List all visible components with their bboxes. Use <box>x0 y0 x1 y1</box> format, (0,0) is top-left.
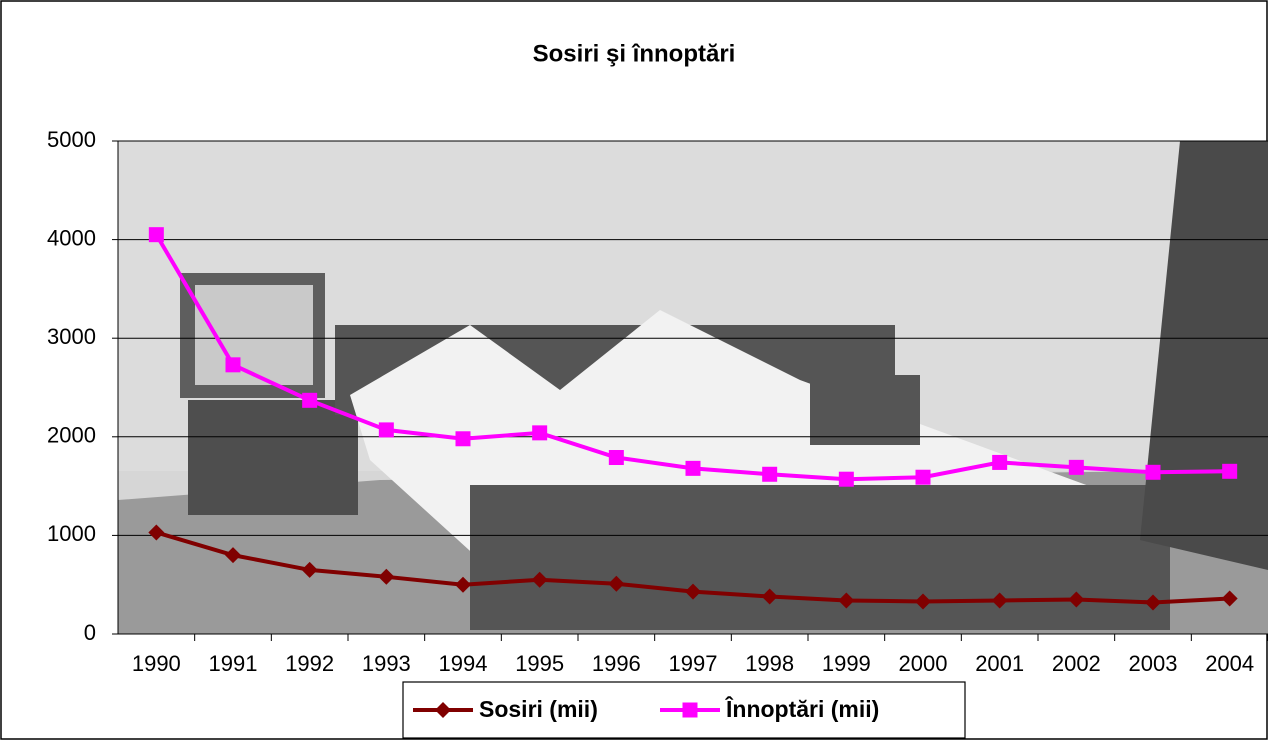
x-tick-label: 1997 <box>669 651 718 676</box>
point <box>226 357 241 372</box>
chart: Sosiri şi înnoptări 0 1000 2000 3000 4000 500… <box>0 0 1268 740</box>
x-tick-label: 2003 <box>1129 651 1178 676</box>
x-tick-label: 1994 <box>439 651 488 676</box>
point <box>456 431 471 446</box>
legend-marker <box>683 703 698 718</box>
x-tick-label: 1996 <box>592 651 641 676</box>
point <box>609 450 624 465</box>
x-tick-label: 2001 <box>975 651 1024 676</box>
point <box>762 467 777 482</box>
point <box>916 470 931 485</box>
x-tick-label: 1990 <box>132 651 181 676</box>
y-tick-label: 2000 <box>47 423 96 448</box>
x-tick-label: 2004 <box>1205 651 1254 676</box>
x-tick-label: 1995 <box>515 651 564 676</box>
point <box>1069 460 1084 475</box>
point <box>839 472 854 487</box>
plot-background <box>118 141 1268 634</box>
x-tick-label: 1998 <box>745 651 794 676</box>
y-tick-label: 3000 <box>47 324 96 349</box>
point <box>302 393 317 408</box>
point <box>149 227 164 242</box>
x-tick-label: 2000 <box>899 651 948 676</box>
x-tick-label: 1991 <box>209 651 258 676</box>
point <box>379 422 394 437</box>
x-tick-label: 1993 <box>362 651 411 676</box>
y-tick-label: 4000 <box>47 225 96 250</box>
chart-title: Sosiri şi înnoptări <box>533 40 736 67</box>
x-tick-label: 2002 <box>1052 651 1101 676</box>
point <box>532 425 547 440</box>
x-tick-label: 1992 <box>285 651 334 676</box>
point <box>992 455 1007 470</box>
point <box>1146 465 1161 480</box>
y-tick-label: 0 <box>84 620 96 645</box>
y-tick-label: 1000 <box>47 521 96 546</box>
legend-label: Sosiri (mii) <box>479 696 598 722</box>
point <box>1222 464 1237 479</box>
x-tick-label: 1999 <box>822 651 871 676</box>
legend-label: Înnoptări (mii) <box>725 695 879 722</box>
y-tick-label: 5000 <box>47 127 96 152</box>
point <box>686 461 701 476</box>
